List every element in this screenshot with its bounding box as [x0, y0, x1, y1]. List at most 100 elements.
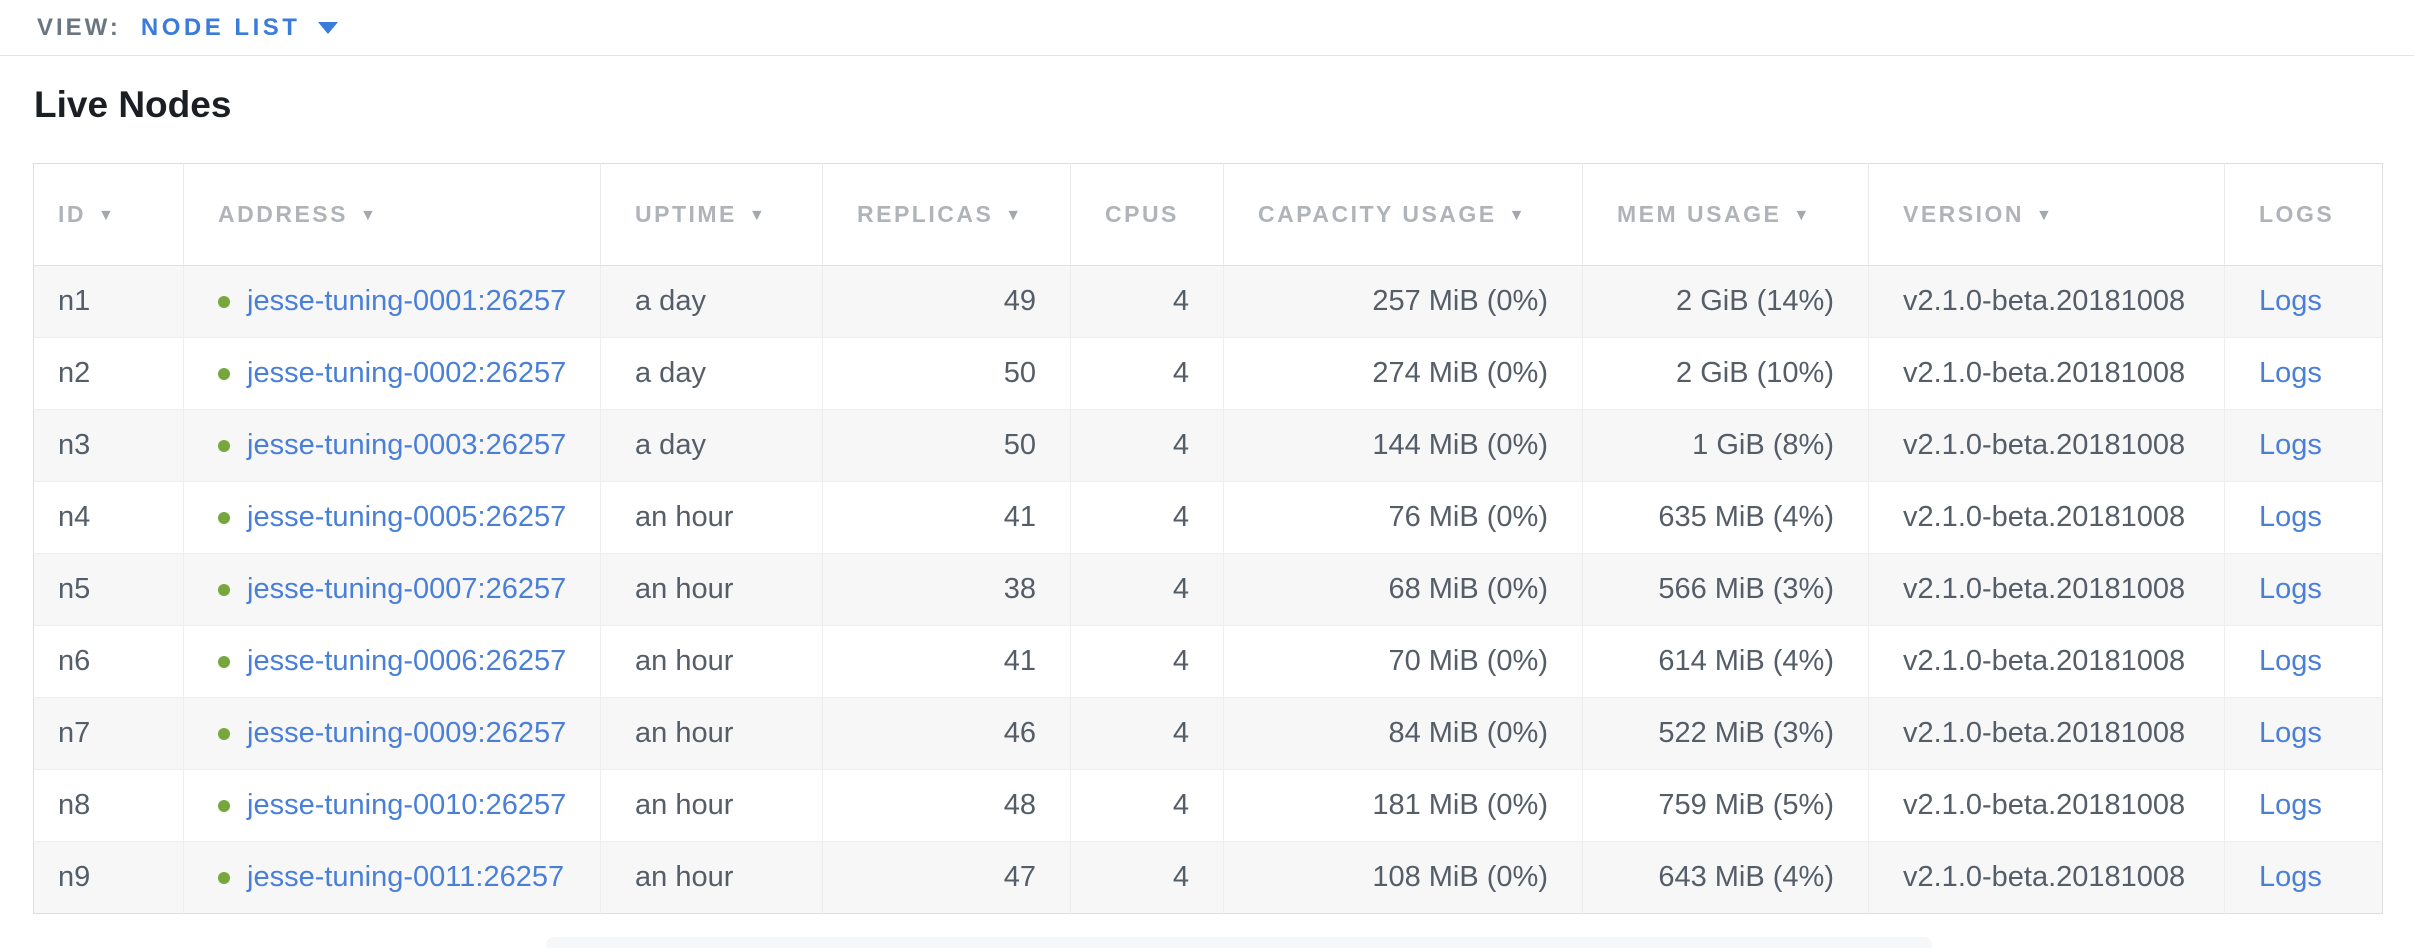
column-header-mem-usage[interactable]: MEM USAGE ▼: [1582, 163, 1869, 266]
cell-mem-usage: 566 MiB (3%): [1582, 553, 1869, 626]
cell-version: v2.1.0-beta.20181008: [1868, 697, 2225, 770]
cell-address: jesse-tuning-0002:26257: [183, 337, 601, 410]
cell-capacity-usage: 144 MiB (0%): [1223, 409, 1583, 482]
table-row: n2 jesse-tuning-0002:26257 a day 50 4 27…: [33, 337, 2383, 410]
cell-mem-usage: 2 GiB (14%): [1582, 265, 1869, 338]
cell-mem-usage: 522 MiB (3%): [1582, 697, 1869, 770]
table-body: n1 jesse-tuning-0001:26257 a day 49 4 25…: [33, 265, 2383, 914]
cell-logs: Logs: [2224, 625, 2383, 698]
address-link[interactable]: jesse-tuning-0003:26257: [247, 429, 567, 461]
sort-desc-icon: ▼: [1793, 207, 1812, 224]
cell-capacity-usage: 70 MiB (0%): [1223, 625, 1583, 698]
cell-mem-usage: 614 MiB (4%): [1582, 625, 1869, 698]
cell-logs: Logs: [2224, 841, 2383, 914]
address-link[interactable]: jesse-tuning-0007:26257: [247, 573, 567, 605]
cell-cpus: 4: [1070, 769, 1224, 842]
view-label: VIEW:: [37, 13, 121, 41]
cell-replicas: 46: [822, 697, 1071, 770]
table-row: n3 jesse-tuning-0003:26257 a day 50 4 14…: [33, 409, 2383, 482]
node-live-status-icon: [218, 584, 230, 596]
cell-node-id: n1: [33, 265, 184, 338]
table-row: n7 jesse-tuning-0009:26257 an hour 46 4 …: [33, 697, 2383, 770]
cell-cpus: 4: [1070, 337, 1224, 410]
cell-cpus: 4: [1070, 625, 1224, 698]
table-row: n5 jesse-tuning-0007:26257 an hour 38 4 …: [33, 553, 2383, 626]
address-link[interactable]: jesse-tuning-0002:26257: [247, 357, 567, 389]
cell-address: jesse-tuning-0011:26257: [183, 841, 601, 914]
cell-replicas: 50: [822, 409, 1071, 482]
column-header-replicas[interactable]: REPLICAS ▼: [822, 163, 1071, 266]
cell-replicas: 49: [822, 265, 1071, 338]
sort-desc-icon: ▼: [98, 207, 117, 224]
sort-desc-icon: ▼: [2036, 207, 2055, 224]
logs-link[interactable]: Logs: [2259, 573, 2322, 605]
cell-node-id: n2: [33, 337, 184, 410]
cell-capacity-usage: 76 MiB (0%): [1223, 481, 1583, 554]
logs-link[interactable]: Logs: [2259, 357, 2322, 389]
cell-mem-usage: 643 MiB (4%): [1582, 841, 1869, 914]
logs-link[interactable]: Logs: [2259, 429, 2322, 461]
table-row: n8 jesse-tuning-0010:26257 an hour 48 4 …: [33, 769, 2383, 842]
column-header-version[interactable]: VERSION ▼: [1868, 163, 2225, 266]
cell-cpus: 4: [1070, 409, 1224, 482]
cell-cpus: 4: [1070, 265, 1224, 338]
sort-desc-icon: ▼: [748, 207, 768, 224]
cell-node-id: n6: [33, 625, 184, 698]
cell-node-id: n4: [33, 481, 184, 554]
address-link[interactable]: jesse-tuning-0006:26257: [247, 645, 567, 677]
node-live-status-icon: [218, 656, 230, 668]
cell-replicas: 50: [822, 337, 1071, 410]
view-dropdown[interactable]: NODE LIST: [141, 14, 339, 42]
cell-version: v2.1.0-beta.20181008: [1868, 841, 2225, 914]
cell-version: v2.1.0-beta.20181008: [1868, 769, 2225, 842]
address-link[interactable]: jesse-tuning-0009:26257: [247, 717, 567, 749]
node-live-status-icon: [218, 512, 230, 524]
cell-capacity-usage: 181 MiB (0%): [1223, 769, 1583, 842]
cell-address: jesse-tuning-0001:26257: [183, 265, 601, 338]
cell-uptime: an hour: [600, 625, 823, 698]
logs-link[interactable]: Logs: [2259, 789, 2322, 821]
column-header-id[interactable]: ID ▼: [33, 163, 184, 266]
cell-version: v2.1.0-beta.20181008: [1868, 337, 2225, 410]
column-header-address[interactable]: ADDRESS ▼: [183, 163, 601, 266]
column-header-uptime[interactable]: UPTIME ▼: [600, 163, 823, 266]
cell-replicas: 47: [822, 841, 1071, 914]
cell-uptime: a day: [600, 337, 823, 410]
cell-logs: Logs: [2224, 409, 2383, 482]
next-section-top-edge: [546, 937, 1932, 948]
cell-cpus: 4: [1070, 553, 1224, 626]
node-live-status-icon: [218, 800, 230, 812]
cell-address: jesse-tuning-0010:26257: [183, 769, 601, 842]
cell-mem-usage: 635 MiB (4%): [1582, 481, 1869, 554]
cell-address: jesse-tuning-0005:26257: [183, 481, 601, 554]
address-link[interactable]: jesse-tuning-0005:26257: [247, 501, 567, 533]
cell-version: v2.1.0-beta.20181008: [1868, 409, 2225, 482]
logs-link[interactable]: Logs: [2259, 861, 2322, 893]
table-row: n1 jesse-tuning-0001:26257 a day 49 4 25…: [33, 265, 2383, 338]
sort-desc-icon: ▼: [1508, 207, 1527, 224]
node-live-status-icon: [218, 296, 230, 308]
table-header-row: ID ▼ ADDRESS ▼ UPTIME ▼ REPLICAS ▼ CPUS CAPA…: [33, 163, 2383, 266]
cell-replicas: 41: [822, 625, 1071, 698]
cell-node-id: n9: [33, 841, 184, 914]
cell-cpus: 4: [1070, 841, 1224, 914]
address-link[interactable]: jesse-tuning-0001:26257: [247, 285, 567, 317]
live-nodes-table: ID ▼ ADDRESS ▼ UPTIME ▼ REPLICAS ▼ CPUS CAPA…: [33, 163, 2383, 914]
address-link[interactable]: jesse-tuning-0010:26257: [247, 789, 567, 821]
logs-link[interactable]: Logs: [2259, 645, 2322, 677]
sort-desc-icon: ▼: [1005, 207, 1024, 224]
column-header-cpus: CPUS: [1070, 163, 1224, 266]
cell-logs: Logs: [2224, 553, 2383, 626]
cell-node-id: n8: [33, 769, 184, 842]
address-link[interactable]: jesse-tuning-0011:26257: [247, 861, 565, 893]
cell-logs: Logs: [2224, 481, 2383, 554]
logs-link[interactable]: Logs: [2259, 717, 2322, 749]
cell-logs: Logs: [2224, 769, 2383, 842]
logs-link[interactable]: Logs: [2259, 285, 2322, 317]
cell-uptime: an hour: [600, 481, 823, 554]
cell-capacity-usage: 108 MiB (0%): [1223, 841, 1583, 914]
cell-address: jesse-tuning-0009:26257: [183, 697, 601, 770]
column-header-capacity-usage[interactable]: CAPACITY USAGE ▼: [1223, 163, 1583, 266]
logs-link[interactable]: Logs: [2259, 501, 2322, 533]
cell-cpus: 4: [1070, 481, 1224, 554]
